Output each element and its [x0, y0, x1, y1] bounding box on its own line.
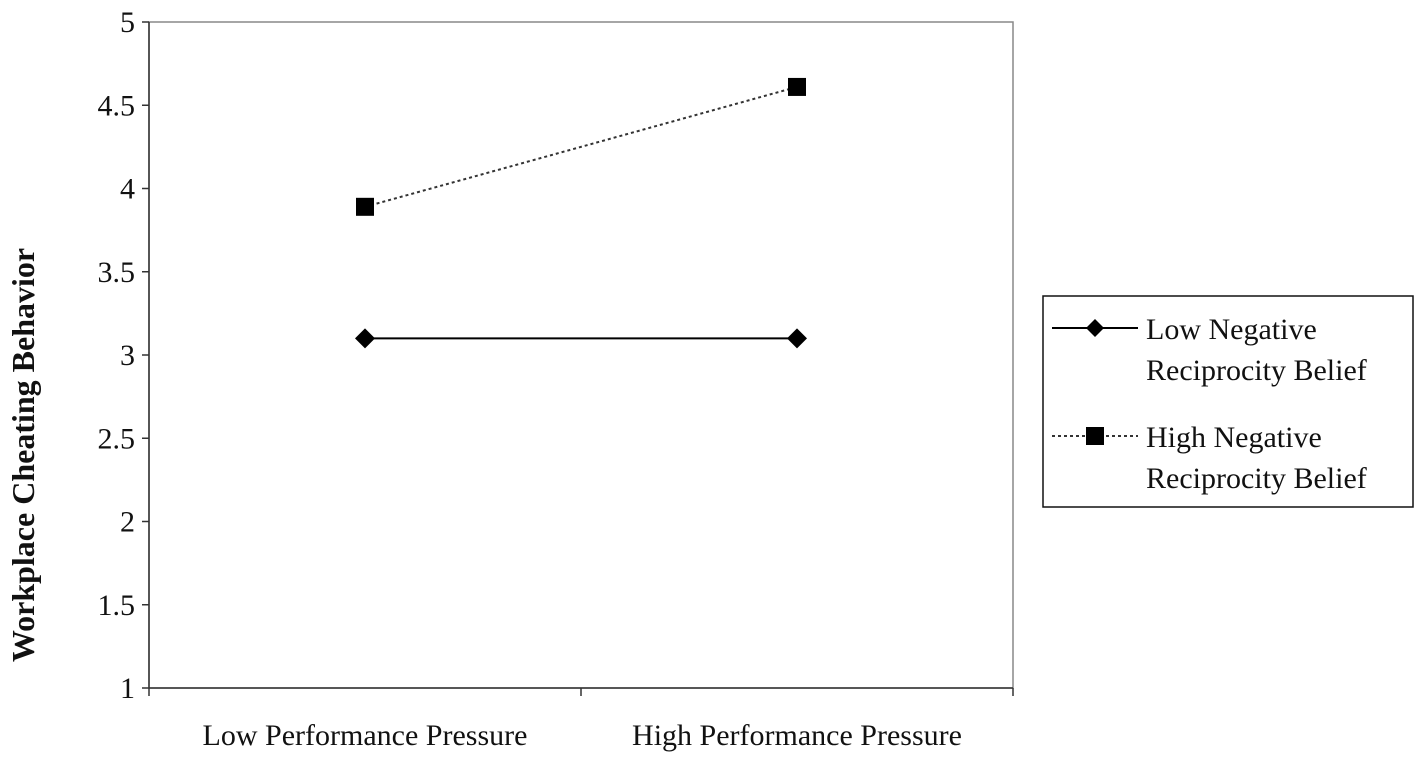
legend-label-low-line2: Reciprocity Belief — [1146, 354, 1367, 387]
series-line-1 — [364, 85, 798, 208]
y-axis-title: Workplace Cheating Behavior — [5, 248, 41, 662]
legend-label-high-line1: High Negative — [1146, 421, 1322, 454]
legend-label-high-line2: Reciprocity Belief — [1146, 462, 1367, 495]
series-layer — [355, 77, 807, 349]
legend-item-low: Low Negative Reciprocity Belief — [1052, 313, 1367, 387]
y-ticks: 1 1.5 2 2.5 3 3.5 4 4.5 5 — [98, 6, 149, 705]
y-tick-label: 2 — [120, 506, 135, 539]
x-tick-label: High Performance Pressure — [632, 719, 962, 752]
y-tick-label: 1.5 — [98, 589, 136, 622]
x-tick-label: Low Performance Pressure — [203, 719, 528, 752]
data-point-square — [788, 77, 806, 96]
y-tick-label: 4.5 — [98, 89, 136, 122]
data-point-diamond — [355, 328, 375, 349]
data-point-square — [356, 197, 374, 216]
legend-box — [1042, 295, 1414, 508]
y-tick-label: 1 — [120, 672, 135, 705]
y-tick-label: 5 — [120, 6, 135, 39]
data-point-diamond — [787, 328, 807, 349]
legend-item-high: High Negative Reciprocity Belief — [1052, 421, 1367, 495]
y-tick-label: 3.5 — [98, 256, 136, 289]
legend: Low Negative Reciprocity Belief High Neg… — [1042, 295, 1414, 508]
x-ticks: Low Performance Pressure High Performance… — [148, 688, 1014, 752]
legend-marker-diamond — [1086, 319, 1104, 337]
y-tick-label: 2.5 — [98, 422, 136, 455]
y-tick-label: 3 — [120, 339, 135, 372]
legend-marker-square — [1086, 427, 1104, 445]
y-tick-label: 4 — [120, 173, 135, 206]
plot-area — [148, 21, 1014, 689]
legend-label-low-line1: Low Negative — [1146, 313, 1317, 346]
